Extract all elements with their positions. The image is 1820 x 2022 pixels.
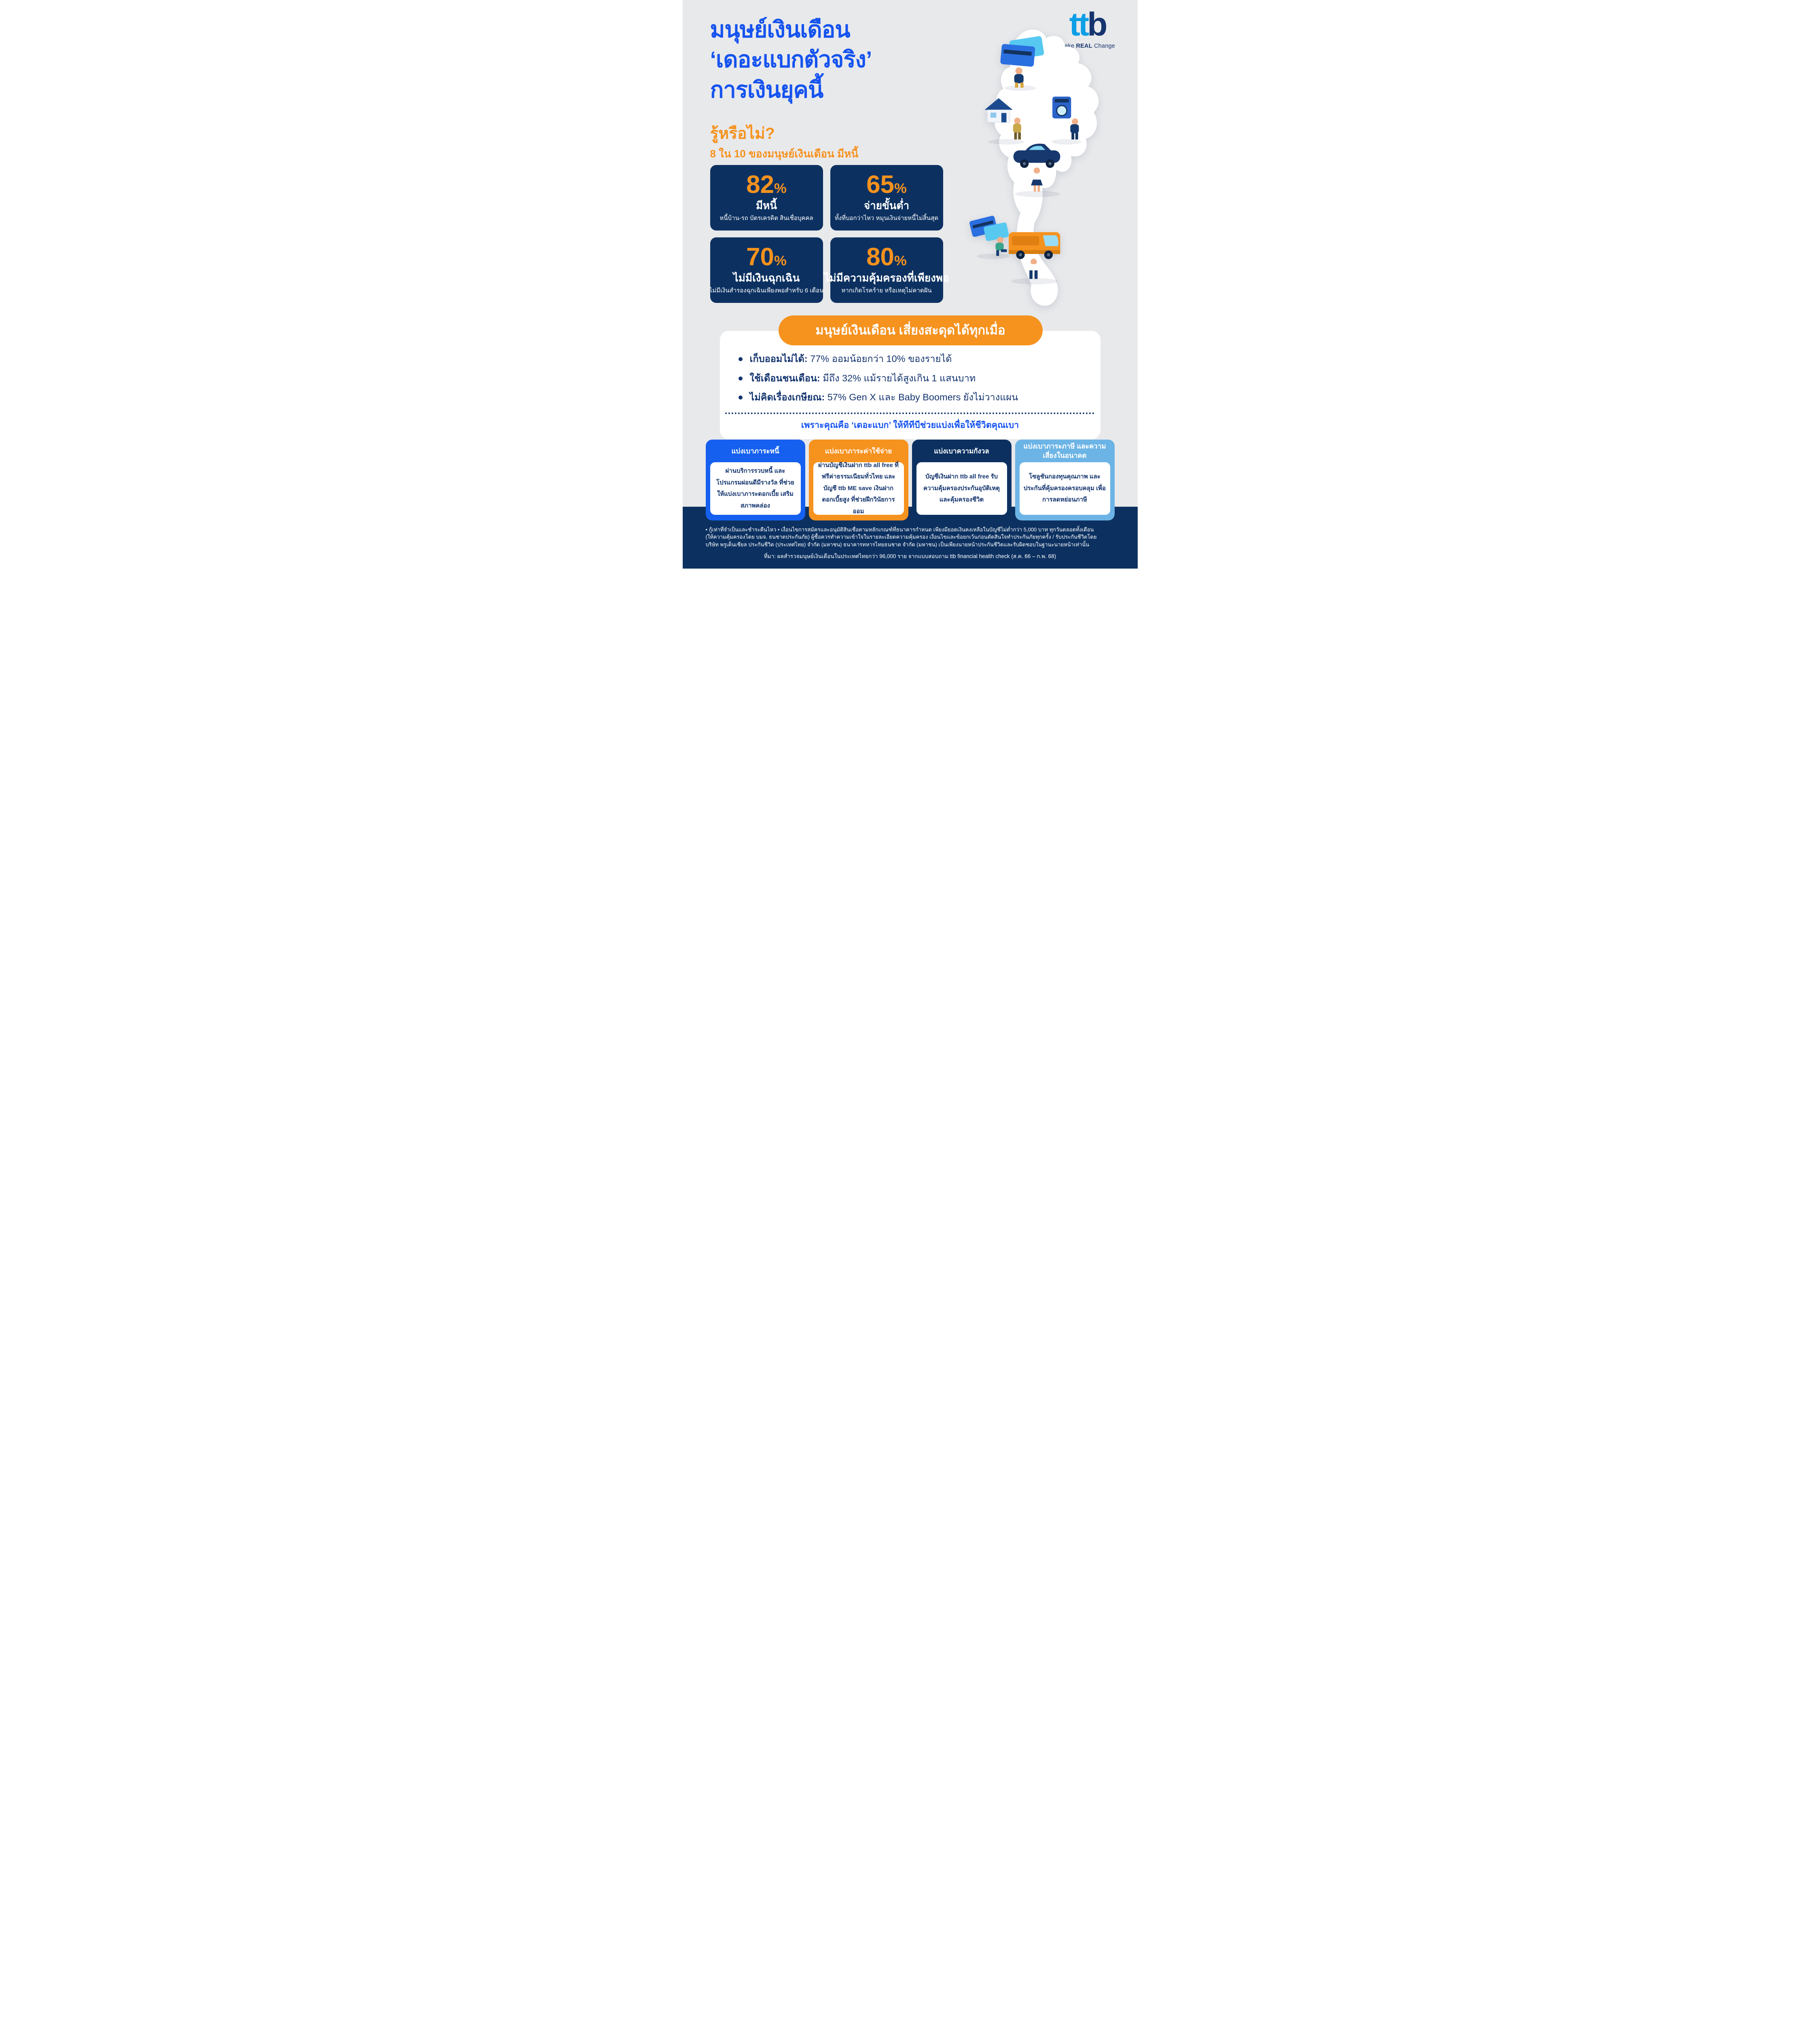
- stat-grid: 82% มีหนี้ หนี้บ้าน-รถ บัตรเครดิต สินเชื…: [709, 165, 949, 303]
- stat-card-no-coverage: 80% ไม่มีความคุ้มครองที่เพียงพอ หากเกิดโ…: [824, 237, 949, 303]
- thailand-map-illustration: [951, 22, 1113, 318]
- logo-tt: tt: [1069, 6, 1090, 43]
- cards-carrier-illustration: [1000, 36, 1044, 91]
- bullet-retirement: ไม่คิดเรื่องเกษียณ: 57% Gen X และ Baby B…: [738, 391, 1086, 404]
- appliance-carrier-illustration: [1051, 96, 1081, 145]
- stat-percentage: 65%: [866, 171, 907, 199]
- solution-body: บัญชีเงินฝาก ttb all free รับความคุ้มครอ…: [916, 462, 1007, 515]
- bullet-saving: เก็บออมไม่ได้: 77% ออมน้อยกว่า 10% ของรา…: [738, 353, 1086, 366]
- stat-label: ไม่มีเงินฉุกเฉิน: [733, 272, 800, 284]
- stat-detail: ทั้งที่บอกว่าไหว หมุนเงินจ่ายหนี้ไม่สิ้น…: [834, 215, 939, 222]
- house-carrier-illustration: [984, 98, 1024, 145]
- solution-title: แบ่งเบาภาระหนี้: [731, 447, 779, 455]
- solution-title: แบ่งเบาความกังวล: [934, 447, 989, 455]
- risk-banner: มนุษย์เงินเดือน เสี่ยงสะดุดได้ทุกเมื่อ: [778, 315, 1043, 345]
- bullet-dot-icon: [738, 357, 743, 361]
- title-line-1: มนุษย์เงินเดือน: [710, 17, 851, 42]
- ttb-logo: ttb Make REAL Change: [1051, 7, 1124, 49]
- bullet-paycheck: ใช้เดือนชนเดือน: มีถึง 32% แม้รายได้สูงเ…: [738, 372, 1086, 385]
- stat-detail: หากเกิดโรคร้าย หรือเหตุไม่คาดฝัน: [841, 287, 932, 294]
- title-line-2: ‘เดอะแบกตัวจริง’: [710, 47, 872, 72]
- stat-label: มีหนี้: [756, 199, 777, 212]
- footnote-line: • กู้เท่าที่จำเป็นและชำระคืนไหว • เงื่อน…: [705, 527, 1094, 533]
- page-title: มนุษย์เงินเดือน ‘เดอะแบกตัวจริง’ การเงิน…: [710, 15, 872, 105]
- stat-detail: หนี้บ้าน-รถ บัตรเครดิต สินเชื่อบุคคล: [720, 215, 813, 222]
- risk-tagline: เพราะคุณคือ ‘เดอะแบก’ ให้ทีทีบีช่วยแบ่งเ…: [801, 420, 1019, 430]
- solution-title: แบ่งเบาภาระค่าใช้จ่าย: [825, 447, 892, 455]
- know-subheading: 8 ใน 10 ของมนุษย์เงินเดือน มีหนี้: [710, 148, 859, 160]
- stat-card-debt: 82% มีหนี้ หนี้บ้าน-รถ บัตรเครดิต สินเชื…: [710, 165, 823, 231]
- ttb-logo-wordmark: ttb: [1051, 7, 1124, 42]
- van-carrier-illustration: [1008, 232, 1060, 285]
- solution-body: ผ่านบัญชีเงินฝาก ttb all free ที่ฟรีค่าธ…: [813, 462, 904, 515]
- infographic-page: มนุษย์เงินเดือน ‘เดอะแบกตัวจริง’ การเงิน…: [682, 0, 1138, 569]
- solution-cards: แบ่งเบาภาระหนี้ ผ่านบริการรวบหนี้ และโปร…: [705, 440, 1115, 520]
- thailand-map-svg: [969, 29, 1098, 306]
- title-line-3: การเงินยุคนี้: [710, 76, 824, 102]
- know-heading: รู้หรือไม่?: [710, 125, 775, 142]
- bullet-dot-icon: [738, 376, 743, 381]
- solution-body: ผ่านบริการรวบหนี้ และโปรแกรมผ่อนดีมีรางว…: [710, 462, 801, 515]
- risk-panel: [720, 331, 1100, 439]
- stat-detail: ไม่มีเงินสำรองฉุกเฉินเพียงพอสำหรับ 6 เดื…: [709, 287, 824, 294]
- solution-card-debt-relief: แบ่งเบาภาระหนี้ ผ่านบริการรวบหนี้ และโปร…: [705, 440, 805, 520]
- car-carrier-illustration: [1013, 144, 1060, 197]
- stat-percentage: 82%: [746, 171, 787, 199]
- source-citation: ที่มา: ผลสำรวจมนุษย์เงินเดือนในประเทศไทย…: [764, 553, 1056, 559]
- stat-card-no-emergency-fund: 70% ไม่มีเงินฉุกเฉิน ไม่มีเงินสำรองฉุกเฉ…: [709, 237, 824, 303]
- footnote-line: บริษัท พรูเด็นเชียล ประกันชีวิต (ประเทศไ…: [705, 541, 1090, 548]
- risk-bullet-list: เก็บออมไม่ได้: 77% ออมน้อยกว่า 10% ของรา…: [738, 353, 1086, 410]
- stat-label: ไม่มีความคุ้มครองที่เพียงพอ: [824, 272, 949, 284]
- thailand-map-shape: [994, 29, 1098, 306]
- stat-percentage: 80%: [866, 243, 907, 271]
- solution-title: แบ่งเบาภาระภาษี และความเสี่ยงในอนาคต: [1023, 442, 1106, 459]
- stat-percentage: 70%: [746, 243, 787, 271]
- solution-card-expense-relief: แบ่งเบาภาระค่าใช้จ่าย ผ่านบัญชีเงินฝาก t…: [808, 440, 908, 520]
- logo-b: b: [1087, 6, 1107, 43]
- dotted-divider: [725, 412, 1094, 414]
- footnote-line: (ให้ความคุ้มครองโดย บมจ. ธนชาตประกันภัย)…: [705, 534, 1097, 540]
- solution-card-tax-relief: แบ่งเบาภาระภาษี และความเสี่ยงในอนาคต โซล…: [1015, 440, 1115, 520]
- cards-skater-illustration: [969, 216, 1009, 259]
- solution-body: โซลูชันกองทุนคุณภาพ และประกันที่คุ้มครอง…: [1019, 462, 1110, 515]
- stat-card-min-pay: 65% จ่ายขั้นต่ำ ทั้งที่บอกว่าไหว หมุนเงิ…: [830, 165, 943, 231]
- bullet-dot-icon: [738, 396, 743, 400]
- stat-label: จ่ายขั้นต่ำ: [863, 199, 910, 212]
- solution-card-worry-relief: แบ่งเบาความกังวล บัญชีเงินฝาก ttb all fr…: [912, 440, 1012, 520]
- footnote-text: • กู้เท่าที่จำเป็นและชำระคืนไหว • เงื่อน…: [706, 526, 1115, 548]
